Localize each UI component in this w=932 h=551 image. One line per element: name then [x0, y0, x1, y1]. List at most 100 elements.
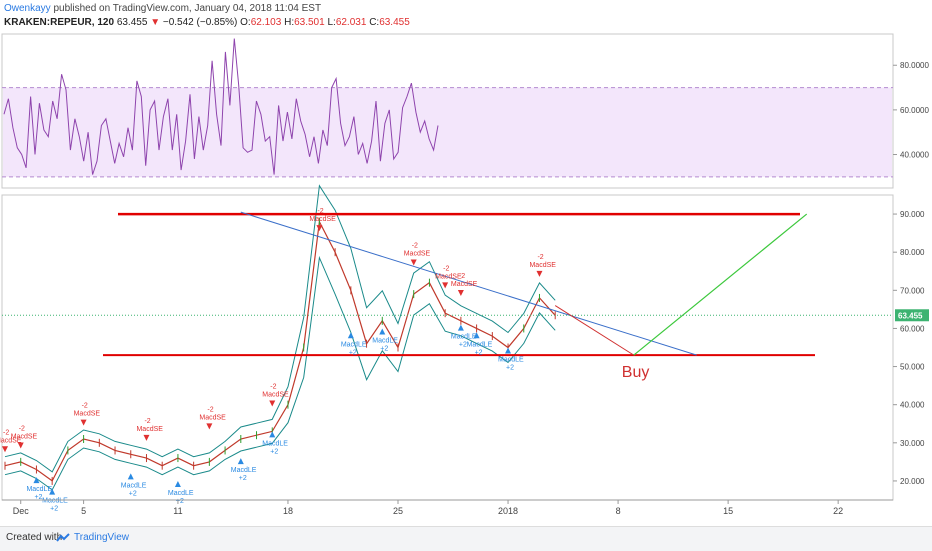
x-tick-label: 5 — [81, 506, 86, 516]
signal-buy-label: MacdLE — [498, 357, 524, 364]
signal-buy-arrow-icon — [237, 458, 244, 465]
price-line — [4, 219, 556, 482]
buy-annotation: Buy — [622, 364, 650, 381]
tradingview-brand-link[interactable]: TradingView — [74, 532, 130, 543]
price-tick-label: 40.000 — [900, 401, 925, 410]
signal-buy-count: +2 — [239, 475, 247, 482]
last-value: 63.455 — [116, 17, 148, 28]
signal-sell-count: -2 — [3, 429, 9, 436]
price-frame — [1, 194, 894, 501]
price-tick-label: 20.000 — [900, 477, 925, 486]
signal-sell-count: -2 — [144, 418, 150, 425]
signal-buy-count: +2 — [459, 342, 467, 349]
signal-buy-arrow-icon — [473, 332, 480, 339]
signal-buy-label: MacdLE — [231, 467, 257, 474]
signal-sell-label: MacdSE — [0, 437, 22, 444]
signal-sell-label: MacdSE — [136, 426, 163, 433]
signal-sell-count: -2 — [82, 403, 88, 410]
last-price-tag-label: 63.455 — [898, 311, 923, 320]
signal-sell-arrow-icon — [536, 270, 543, 277]
signal-buy-arrow-icon — [347, 332, 354, 339]
high-label: H: — [284, 17, 295, 28]
publish-info: Owenkayy published on TradingView.com, J… — [4, 3, 321, 14]
change-arrow-icon: ▼ — [150, 17, 161, 28]
rsi-tick-label: 60.0000 — [900, 106, 929, 115]
last-price-tag — [895, 309, 929, 322]
signal-buy-label: MacdLE — [451, 334, 477, 341]
signal-buy-label: MacdLE — [121, 482, 147, 489]
symbol-ohlc-line: KRAKEN:REPEUR, 120 63.455 ▼ −0.542 (−0.8… — [4, 17, 410, 28]
rsi-tick-label: 40.0000 — [900, 151, 929, 160]
published-text: published on TradingView.com, January 04… — [53, 3, 322, 14]
bollinger-lower — [4, 255, 556, 491]
change-value: −0.542 (−0.85%) — [162, 17, 238, 28]
signal-sell-count: -2 — [19, 425, 25, 432]
signal-sell-count: -2 — [207, 406, 213, 413]
price-tick-label: 50.000 — [900, 363, 925, 372]
signal-buy-count: +2 — [270, 448, 278, 455]
projection-down-line — [554, 305, 635, 356]
signal-sell-label: MacdSE — [451, 281, 478, 288]
footer-bar: Created with TradingView — [0, 526, 932, 551]
signal-buy-label: MacdLE — [262, 440, 288, 447]
open-value: 62.103 — [250, 17, 282, 28]
signal-sell-label: MacdSE — [309, 216, 336, 223]
x-tick-label: 8 — [616, 506, 621, 516]
signal-buy-arrow-icon — [49, 488, 56, 495]
x-tick-label: 15 — [723, 506, 733, 516]
x-tick-label: 25 — [393, 506, 403, 516]
signal-buy-arrow-icon — [33, 477, 40, 484]
signal-sell-count: -2 — [317, 208, 323, 215]
bollinger-upper — [4, 184, 556, 473]
price-tick-label: 80.000 — [900, 248, 925, 257]
signal-sell-arrow-icon — [457, 289, 464, 296]
rsi-line — [3, 38, 439, 175]
signal-buy-count: +2 — [129, 490, 137, 497]
signal-sell-label: MacdSE — [262, 392, 289, 399]
signal-sell-label: MacdSE — [74, 411, 101, 418]
signal-buy-arrow-icon — [127, 473, 134, 480]
x-tick-label: 11 — [173, 506, 182, 516]
signal-buy-label: MacdLE — [42, 498, 68, 505]
signal-buy-arrow-icon — [269, 431, 276, 438]
author-link[interactable]: Owenkayy — [4, 3, 51, 14]
rsi-tick-label: 80.0000 — [900, 61, 929, 70]
signal-buy-count: +2 — [34, 494, 42, 501]
signal-sell-label: MacdSE — [199, 414, 226, 421]
price-tick-label: 70.000 — [900, 286, 925, 295]
close-label: C: — [369, 17, 380, 28]
signal-buy-label: MacdLE — [168, 490, 194, 497]
signal-buy-count: +2 — [380, 345, 388, 352]
tradingview-logo-icon — [56, 533, 70, 542]
projection-up-line — [633, 213, 808, 356]
signal-buy-label: MacdLE — [341, 341, 367, 348]
signal-sell-arrow-icon — [316, 225, 323, 232]
signal-buy-count: +2 — [50, 506, 58, 513]
signal-buy-label: MacdLE — [372, 337, 398, 344]
symbol-label: KRAKEN:REPEUR, 120 — [4, 17, 115, 28]
signal-sell-arrow-icon — [269, 400, 276, 407]
signal-sell-count: -2 — [537, 254, 543, 261]
signal-sell-count: -2 — [459, 273, 465, 280]
signal-buy-arrow-icon — [174, 480, 181, 487]
signal-buy-count: +2 — [475, 349, 483, 356]
signal-sell-label: MacdSE — [11, 433, 38, 440]
chart-canvas[interactable]: 80.0000 60.0000 40.0000 90.000 80.000 70.000… — [0, 0, 932, 526]
rsi-band — [3, 87, 892, 177]
signal-sell-arrow-icon — [410, 259, 417, 266]
price-tick-label: 90.000 — [900, 210, 925, 219]
price-tick-label: 30.000 — [900, 439, 925, 448]
close-value: 63.455 — [379, 17, 410, 28]
x-tick-label: Dec — [13, 506, 30, 516]
x-tick-label: 18 — [283, 506, 293, 516]
x-tick-label: 22 — [833, 506, 843, 516]
signal-sell-label: MacdSE — [529, 262, 556, 269]
descending-trendline — [240, 211, 697, 356]
signal-buy-label: MacdLE — [26, 486, 52, 493]
open-label: O: — [240, 17, 251, 28]
signal-sell-count: -2 — [270, 384, 276, 391]
signal-buy-label: MacdLE — [467, 341, 493, 348]
signal-buy-arrow-icon — [505, 347, 512, 354]
signal-sell-arrow-icon — [80, 419, 87, 426]
high-value: 63.501 — [294, 17, 325, 28]
